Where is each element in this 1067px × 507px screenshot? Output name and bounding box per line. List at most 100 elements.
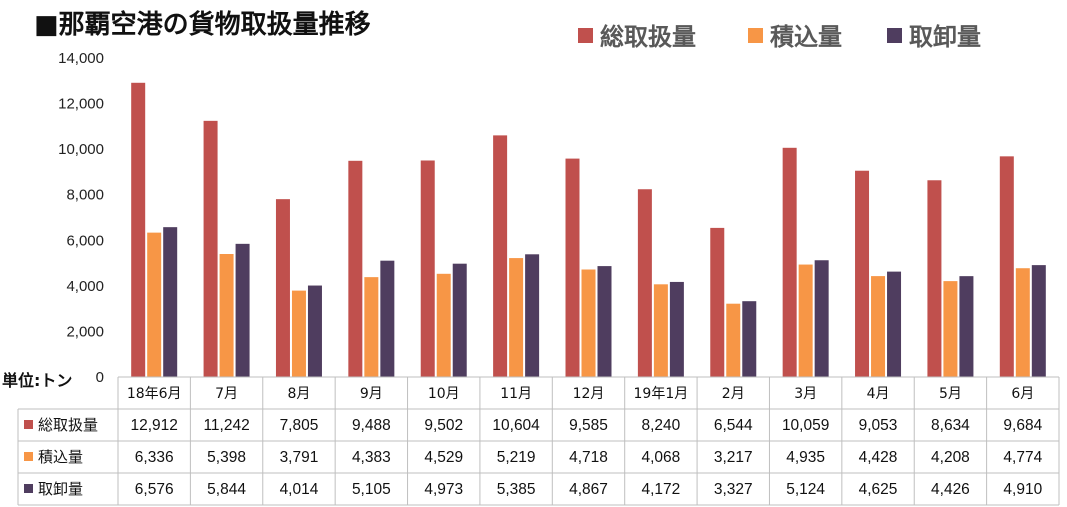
- bar: [348, 160, 363, 377]
- data-label: 5,105: [352, 481, 391, 498]
- bar: [163, 227, 178, 377]
- bar: [219, 254, 234, 377]
- data-label: 11,242: [203, 417, 249, 434]
- data-label: 4,973: [424, 481, 463, 498]
- bar: [291, 290, 306, 377]
- data-label: 3,327: [714, 481, 753, 498]
- x-tick-label: 12月: [573, 386, 605, 402]
- table-row-label: 積込量: [38, 448, 83, 466]
- bar: [726, 303, 741, 377]
- bar: [509, 258, 524, 377]
- x-tick-label: 9月: [360, 386, 383, 402]
- bar: [814, 260, 829, 377]
- table-row-label: 総取扱量: [38, 416, 98, 434]
- bar: [597, 266, 612, 377]
- bar: [798, 264, 813, 377]
- y-axis: 0 2,000 4,000 6,000 8,000 10,000 12,000 14,000: [58, 50, 104, 386]
- x-tick-label: 8月: [288, 386, 311, 402]
- data-label: 4,867: [569, 481, 608, 498]
- bar: [147, 232, 162, 377]
- y-tick-label: 10,000: [58, 141, 104, 158]
- data-label: 7,805: [280, 417, 319, 434]
- bar: [380, 260, 395, 377]
- data-label: 5,398: [207, 449, 246, 466]
- bar: [887, 271, 902, 377]
- data-label: 3,217: [714, 449, 753, 466]
- bar: [871, 276, 886, 377]
- y-tick-label: 4,000: [66, 278, 104, 295]
- data-label: 4,383: [352, 449, 391, 466]
- legend-swatch: [578, 28, 593, 43]
- table-row-label: 取卸量: [38, 480, 83, 498]
- legend-label: 積込量: [770, 23, 842, 51]
- bar: [653, 284, 668, 377]
- y-tick-label: 6,000: [66, 232, 104, 249]
- x-tick-label: 7月: [215, 386, 238, 402]
- bar: [782, 147, 797, 377]
- data-label: 4,625: [859, 481, 898, 498]
- bar: [637, 189, 652, 377]
- data-label: 4,935: [786, 449, 825, 466]
- bar: [203, 120, 218, 377]
- data-label: 4,068: [641, 449, 680, 466]
- legend-label: 総取扱量: [600, 23, 696, 51]
- data-label: 5,124: [786, 481, 825, 498]
- data-label: 8,634: [931, 417, 970, 434]
- data-label: 8,240: [641, 417, 680, 434]
- bar: [493, 135, 508, 377]
- x-tick-label: 10月: [428, 386, 460, 402]
- data-label: 12,912: [130, 417, 177, 434]
- bar: [235, 243, 250, 377]
- data-label: 4,774: [1003, 449, 1042, 466]
- table-legend-key: [24, 420, 33, 429]
- bar: [364, 277, 379, 377]
- bar: [669, 281, 684, 377]
- data-label: 4,014: [280, 481, 319, 498]
- bar: [1015, 268, 1030, 377]
- data-label: 4,428: [859, 449, 898, 466]
- data-label: 4,172: [641, 481, 680, 498]
- data-label: 9,053: [859, 417, 898, 434]
- bars: [131, 82, 1046, 377]
- data-label: 4,208: [931, 449, 970, 466]
- x-tick-label: 2月: [722, 386, 745, 402]
- legend-swatch: [748, 28, 763, 43]
- bar: [742, 301, 757, 377]
- bar: [959, 276, 974, 377]
- data-label: 9,502: [424, 417, 463, 434]
- bar: [420, 160, 435, 377]
- bar: [436, 273, 451, 377]
- bar: [565, 158, 580, 377]
- data-label: 9,684: [1003, 417, 1042, 434]
- bar: [525, 254, 540, 377]
- data-label: 4,529: [424, 449, 463, 466]
- x-tick-label: 4月: [867, 386, 890, 402]
- bar: [855, 170, 870, 377]
- y-tick-label: 14,000: [58, 50, 104, 67]
- bar: [581, 269, 596, 377]
- unit-label: 単位:トン: [2, 371, 72, 390]
- bar: [999, 156, 1014, 377]
- legend-swatch: [887, 28, 902, 43]
- y-tick-label: 2,000: [66, 323, 104, 340]
- legend: 総取扱量 積込量 取卸量: [578, 23, 981, 51]
- bar: [131, 82, 146, 377]
- y-tick-label: 0: [96, 369, 104, 386]
- data-label: 4,910: [1003, 481, 1042, 498]
- data-label: 4,718: [569, 449, 608, 466]
- bar: [927, 180, 942, 377]
- x-tick-label: 3月: [794, 386, 817, 402]
- x-tick-label: 11月: [500, 386, 532, 402]
- y-tick-label: 8,000: [66, 187, 104, 204]
- data-label: 6,336: [135, 449, 174, 466]
- data-label: 9,488: [352, 417, 391, 434]
- data-label: 5,844: [207, 481, 246, 498]
- x-tick-label: 6月: [1011, 386, 1034, 402]
- table-legend-key: [24, 484, 33, 493]
- data-label: 10,059: [782, 417, 829, 434]
- bar: [452, 263, 467, 377]
- bar: [1031, 265, 1046, 377]
- data-label: 3,791: [280, 449, 319, 466]
- bar: [943, 281, 958, 377]
